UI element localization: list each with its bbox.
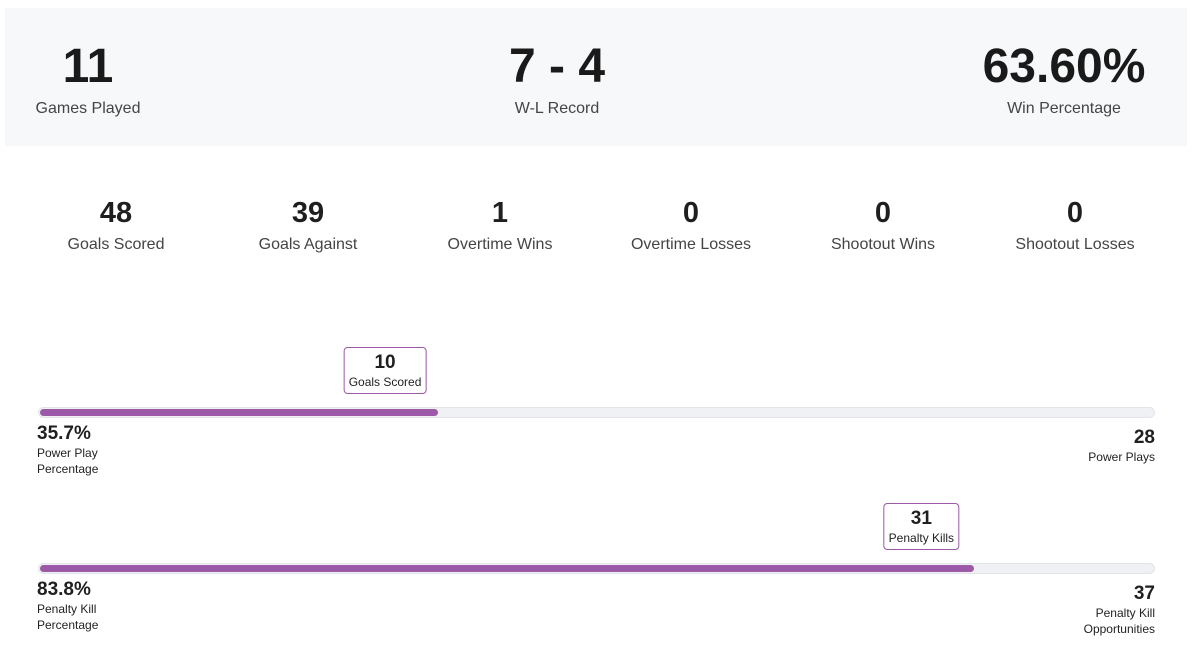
power-play-progress-fill: [40, 409, 439, 416]
callout-label: Goals Scored: [348, 375, 422, 389]
power-play-percentage: 35.7% Power Play Percentage: [37, 423, 98, 477]
win-percentage-stat: 63.60% Win Percentage: [983, 8, 1146, 118]
penalty-kills-callout: 31 Penalty Kills: [883, 503, 960, 550]
games-played-stat: 11 Games Played: [36, 8, 141, 118]
stat-label: Shootout Losses: [1015, 236, 1135, 253]
stat-goals-against: 39 Goals Against: [212, 196, 404, 254]
stat-goals-scored: 48 Goals Scored: [20, 196, 212, 254]
stat-label: Overtime Losses: [630, 236, 752, 253]
total-label: Power Plays: [1088, 450, 1155, 464]
percent-value: 35.7%: [37, 423, 91, 444]
penalty-kill-progress-bar: [38, 563, 1155, 574]
total-value: 28: [1133, 427, 1155, 448]
stat-overtime-wins: 1 Overtime Wins: [404, 196, 596, 254]
stat-value: 0: [1066, 197, 1084, 229]
total-label: Penalty Kill: [1095, 606, 1155, 620]
stat-shootout-losses: 0 Shootout Losses: [979, 196, 1171, 254]
stat-overtime-losses: 0 Overtime Losses: [595, 196, 787, 254]
percent-label: Power Play: [37, 446, 98, 460]
summary-panel: [5, 8, 1187, 146]
stat-label: Games Played: [35, 100, 141, 117]
callout-value: 10: [374, 352, 396, 373]
total-label: Opportunities: [1083, 622, 1155, 636]
stat-label: Overtime Wins: [447, 236, 553, 253]
power-play-goals-callout: 10 Goals Scored: [343, 347, 427, 394]
percent-label: Percentage: [37, 462, 99, 476]
stat-value: 48: [99, 197, 133, 229]
wl-record-stat: 7 - 4 W-L Record: [509, 8, 605, 118]
power-plays-total: 28 Power Plays: [1088, 427, 1155, 465]
percent-label: Penalty Kill: [37, 602, 97, 616]
percent-label: Percentage: [37, 618, 99, 632]
stat-value: 0: [682, 197, 700, 229]
percent-value: 83.8%: [37, 579, 91, 600]
total-value: 37: [1133, 583, 1155, 604]
power-play-progress-bar: [38, 407, 1155, 418]
penalty-kill-progress-fill: [40, 565, 975, 572]
stat-value: 0: [874, 197, 892, 229]
stat-value: 1: [491, 197, 509, 229]
stat-label: Win Percentage: [1007, 100, 1121, 117]
stat-value: 11: [62, 40, 114, 93]
stat-label: Shootout Wins: [830, 236, 936, 253]
callout-label: Penalty Kills: [888, 531, 955, 545]
stat-label: W-L Record: [514, 100, 600, 117]
stat-value: 63.60%: [982, 40, 1146, 93]
stat-value: 39: [291, 197, 325, 229]
stat-value: 7 - 4: [508, 40, 606, 93]
penalty-kill-opportunities-total: 37 Penalty Kill Opportunities: [1084, 583, 1155, 637]
penalty-kill-percentage: 83.8% Penalty Kill Percentage: [37, 579, 98, 633]
callout-value: 31: [910, 508, 932, 529]
stat-shootout-wins: 0 Shootout Wins: [787, 196, 979, 254]
stat-label: Goals Scored: [67, 236, 165, 253]
stat-label: Goals Against: [258, 236, 358, 253]
